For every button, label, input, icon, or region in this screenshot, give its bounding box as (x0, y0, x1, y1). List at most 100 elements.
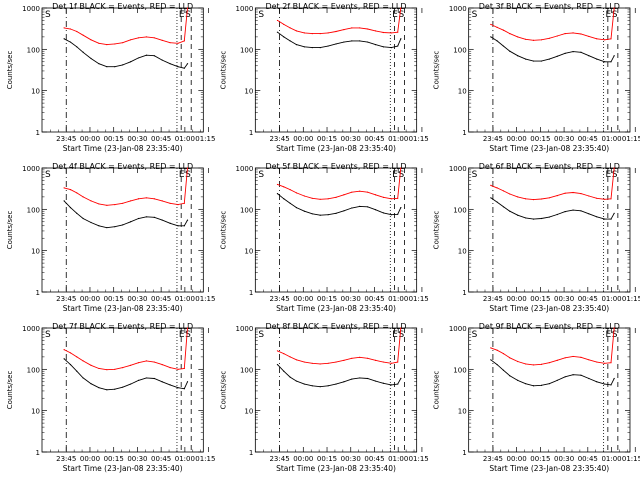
data-point-red (572, 355, 574, 358)
data-point-black (186, 381, 189, 383)
series-line-red (277, 327, 402, 365)
panel-title: Det 3f BLACK = Events, RED = LLD (479, 2, 620, 11)
x-tick-label: 00:15 (104, 295, 124, 303)
data-point-red (90, 200, 92, 202)
data-point-red (137, 362, 140, 364)
event-marker-label: E (392, 170, 398, 180)
data-point-black (604, 61, 606, 63)
data-point-red (540, 363, 543, 365)
event-marker-label: E (392, 330, 398, 340)
y-tick-label: 1000 (236, 5, 254, 13)
series-line-red (490, 7, 615, 41)
data-point-black (114, 226, 116, 228)
data-point-black (114, 66, 116, 68)
data-point-red (177, 204, 179, 206)
data-point-red (556, 35, 558, 37)
x-axis-label: Start Time (23-Jan-08 23:35:40) (489, 304, 609, 313)
series-line-red (277, 7, 402, 35)
data-point-black (129, 61, 132, 63)
y-tick-label: 1000 (449, 325, 467, 333)
data-point-red (580, 33, 582, 35)
x-tick-label: 00:30 (554, 455, 574, 463)
data-point-red (400, 167, 402, 169)
data-point-black (367, 377, 369, 380)
data-point-red (390, 198, 392, 200)
x-tick-label: 00:45 (578, 295, 598, 303)
data-point-red (604, 198, 606, 200)
data-point-red (319, 198, 321, 200)
data-point-red (509, 193, 511, 195)
data-point-black (183, 225, 185, 227)
data-point-red (153, 361, 155, 363)
data-point-red (525, 198, 527, 200)
data-point-red (145, 197, 147, 199)
data-point-black (564, 376, 566, 378)
data-point-black (82, 51, 84, 53)
data-point-red (610, 198, 612, 200)
data-point-black (90, 57, 92, 60)
y-axis-label: Counts/sec (219, 51, 227, 90)
event-marker-label: S (185, 170, 191, 180)
data-point-black (76, 370, 78, 372)
data-point-red (390, 32, 392, 34)
data-point-black (496, 201, 498, 203)
data-point-red (90, 364, 92, 366)
event-marker-label: E (392, 10, 398, 20)
data-point-red (177, 42, 179, 44)
data-point-black (129, 383, 132, 385)
data-point-red (588, 195, 590, 197)
panel-title: Det 6f BLACK = Events, RED = LLD (479, 162, 620, 171)
x-axis-label: Start Time (23-Jan-08 23:35:40) (63, 304, 183, 313)
data-point-black (303, 210, 305, 212)
x-tick-label: 01:15 (622, 135, 640, 143)
data-point-black (98, 63, 100, 65)
series-line-red (490, 327, 615, 366)
data-point-black (169, 222, 171, 224)
data-point-black (351, 40, 353, 42)
data-point-red (496, 187, 498, 189)
data-point-black (153, 216, 155, 218)
data-point-red (98, 203, 100, 205)
x-tick-label: 00:30 (341, 295, 361, 303)
data-point-black (610, 384, 612, 386)
x-tick-label: 01:15 (409, 295, 429, 303)
data-point-red (153, 37, 155, 39)
data-point-red (63, 187, 65, 189)
y-tick-label: 1000 (236, 325, 254, 333)
x-tick-label: 00:30 (341, 455, 361, 463)
data-point-black (69, 207, 72, 209)
data-point-red (343, 194, 345, 196)
data-point-red (76, 30, 78, 33)
x-tick-label: 00:30 (341, 135, 361, 143)
y-tick-label: 10 (31, 248, 40, 256)
data-point-red (186, 327, 189, 329)
y-tick-label: 1 (249, 289, 253, 297)
data-point-red (367, 357, 369, 359)
data-point-red (382, 196, 385, 198)
data-point-black (303, 383, 305, 385)
series-line-black (490, 36, 615, 63)
data-point-red (114, 368, 116, 370)
data-point-black (69, 364, 72, 366)
x-tick-label: 23:45 (269, 455, 289, 463)
data-point-red (572, 191, 574, 194)
data-point-red (525, 363, 527, 365)
y-axis-label: Counts/sec (219, 371, 227, 410)
data-point-black (556, 213, 558, 216)
data-point-black (390, 384, 392, 386)
detector-panel-8: Det 8f BLACK = Events, RED = LLD 1 10 100 10… (219, 322, 428, 473)
data-point-black (137, 217, 140, 220)
event-marker-label: S (258, 330, 264, 340)
data-point-red (548, 197, 550, 199)
data-point-black (540, 384, 543, 386)
data-point-red (382, 361, 385, 363)
plot-frame (254, 7, 418, 133)
detector-panel-1: Det 1f BLACK = Events, RED = LLD 1 10 100 10… (6, 2, 215, 153)
data-point-red (382, 31, 385, 34)
x-tick-label: 00:00 (507, 455, 527, 463)
x-tick-label: 00:15 (317, 135, 337, 143)
plot-frame (41, 167, 204, 293)
data-point-black (186, 219, 189, 221)
data-point-black (397, 45, 399, 47)
data-point-red (359, 27, 361, 29)
